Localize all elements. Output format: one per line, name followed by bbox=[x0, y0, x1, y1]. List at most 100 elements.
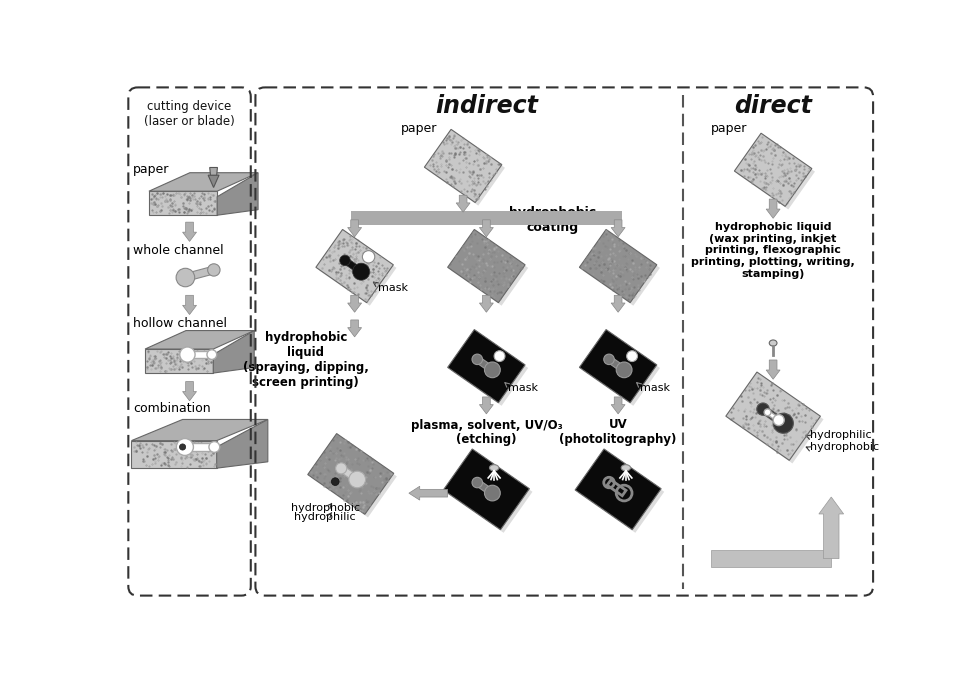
Circle shape bbox=[472, 477, 483, 488]
FancyArrow shape bbox=[819, 497, 844, 559]
FancyArrow shape bbox=[480, 220, 493, 237]
Polygon shape bbox=[132, 441, 217, 468]
Polygon shape bbox=[447, 330, 525, 403]
Polygon shape bbox=[316, 230, 394, 303]
Polygon shape bbox=[188, 351, 212, 358]
FancyArrow shape bbox=[766, 360, 780, 379]
FancyArrow shape bbox=[612, 220, 625, 237]
Polygon shape bbox=[145, 349, 213, 373]
Circle shape bbox=[773, 413, 793, 433]
Polygon shape bbox=[579, 230, 657, 303]
Circle shape bbox=[180, 347, 195, 362]
Circle shape bbox=[362, 250, 375, 263]
FancyArrow shape bbox=[612, 295, 625, 312]
Circle shape bbox=[209, 441, 220, 452]
Polygon shape bbox=[761, 406, 786, 427]
Polygon shape bbox=[766, 410, 780, 422]
Polygon shape bbox=[729, 375, 824, 464]
Text: whole channel: whole channel bbox=[133, 244, 224, 257]
Polygon shape bbox=[185, 443, 214, 451]
Circle shape bbox=[340, 255, 350, 265]
FancyArrow shape bbox=[348, 320, 361, 337]
Circle shape bbox=[177, 439, 193, 456]
Circle shape bbox=[207, 350, 217, 359]
Circle shape bbox=[180, 444, 186, 450]
FancyArrow shape bbox=[348, 295, 361, 312]
Polygon shape bbox=[447, 230, 525, 303]
Polygon shape bbox=[450, 232, 529, 306]
Circle shape bbox=[757, 403, 769, 415]
Text: hydrophilic: hydrophilic bbox=[294, 512, 356, 523]
Text: hollow channel: hollow channel bbox=[133, 318, 227, 330]
Circle shape bbox=[353, 263, 369, 280]
Circle shape bbox=[485, 362, 500, 378]
Polygon shape bbox=[428, 133, 505, 206]
Polygon shape bbox=[213, 330, 254, 373]
Polygon shape bbox=[582, 332, 659, 406]
Circle shape bbox=[336, 463, 347, 474]
Circle shape bbox=[764, 409, 771, 416]
Text: hydrophilic: hydrophilic bbox=[810, 431, 871, 441]
Text: mask: mask bbox=[378, 283, 407, 293]
Circle shape bbox=[494, 351, 505, 362]
Polygon shape bbox=[476, 357, 494, 372]
Polygon shape bbox=[311, 437, 397, 517]
Circle shape bbox=[626, 351, 638, 362]
Polygon shape bbox=[726, 372, 821, 460]
Polygon shape bbox=[444, 449, 530, 529]
Text: paper: paper bbox=[711, 123, 747, 135]
Text: paper: paper bbox=[402, 123, 438, 135]
Text: cutting device
(laser or blade): cutting device (laser or blade) bbox=[145, 100, 234, 128]
Bar bbox=[711, 550, 831, 567]
Text: direct: direct bbox=[734, 94, 812, 118]
Text: hydrophobic: hydrophobic bbox=[810, 442, 878, 452]
Polygon shape bbox=[582, 232, 659, 306]
Circle shape bbox=[616, 362, 632, 378]
FancyArrow shape bbox=[183, 295, 196, 315]
FancyArrow shape bbox=[480, 397, 493, 414]
Polygon shape bbox=[424, 129, 502, 202]
Text: paper: paper bbox=[133, 163, 169, 176]
Circle shape bbox=[331, 478, 339, 485]
Polygon shape bbox=[339, 466, 360, 482]
Text: combination: combination bbox=[133, 402, 211, 415]
Text: plasma, solvent, UV/O₃
(etching): plasma, solvent, UV/O₃ (etching) bbox=[410, 418, 562, 447]
Polygon shape bbox=[575, 449, 661, 529]
Circle shape bbox=[485, 485, 500, 501]
Polygon shape bbox=[738, 136, 815, 209]
Text: mask: mask bbox=[640, 383, 670, 393]
Polygon shape bbox=[208, 175, 219, 188]
Text: mask: mask bbox=[508, 383, 538, 393]
FancyArrow shape bbox=[612, 397, 625, 414]
Ellipse shape bbox=[621, 464, 630, 471]
Polygon shape bbox=[735, 133, 812, 206]
FancyArrow shape bbox=[766, 199, 780, 218]
FancyArrow shape bbox=[183, 222, 196, 242]
Circle shape bbox=[349, 471, 365, 488]
Ellipse shape bbox=[769, 340, 777, 346]
Polygon shape bbox=[145, 330, 254, 349]
Circle shape bbox=[773, 414, 785, 426]
Polygon shape bbox=[450, 332, 529, 406]
Text: indirect: indirect bbox=[435, 94, 537, 118]
Polygon shape bbox=[476, 480, 494, 496]
Text: hydrophobic: hydrophobic bbox=[290, 503, 360, 513]
Polygon shape bbox=[578, 452, 664, 533]
Text: hydrophobic liquid
(wax printing, inkjet
printing, flexographic
printing, plotti: hydrophobic liquid (wax printing, inkjet… bbox=[692, 222, 855, 278]
Circle shape bbox=[208, 264, 220, 276]
Polygon shape bbox=[149, 173, 258, 191]
Ellipse shape bbox=[489, 464, 499, 471]
Polygon shape bbox=[319, 232, 397, 306]
Polygon shape bbox=[210, 167, 218, 175]
FancyArrow shape bbox=[480, 295, 493, 312]
Polygon shape bbox=[149, 191, 217, 215]
FancyArrow shape bbox=[409, 486, 447, 500]
Polygon shape bbox=[607, 357, 626, 372]
Polygon shape bbox=[446, 452, 532, 533]
Polygon shape bbox=[217, 420, 268, 468]
Polygon shape bbox=[343, 258, 363, 274]
Polygon shape bbox=[185, 266, 215, 281]
Polygon shape bbox=[308, 433, 394, 515]
Circle shape bbox=[604, 354, 615, 365]
Circle shape bbox=[176, 268, 194, 287]
